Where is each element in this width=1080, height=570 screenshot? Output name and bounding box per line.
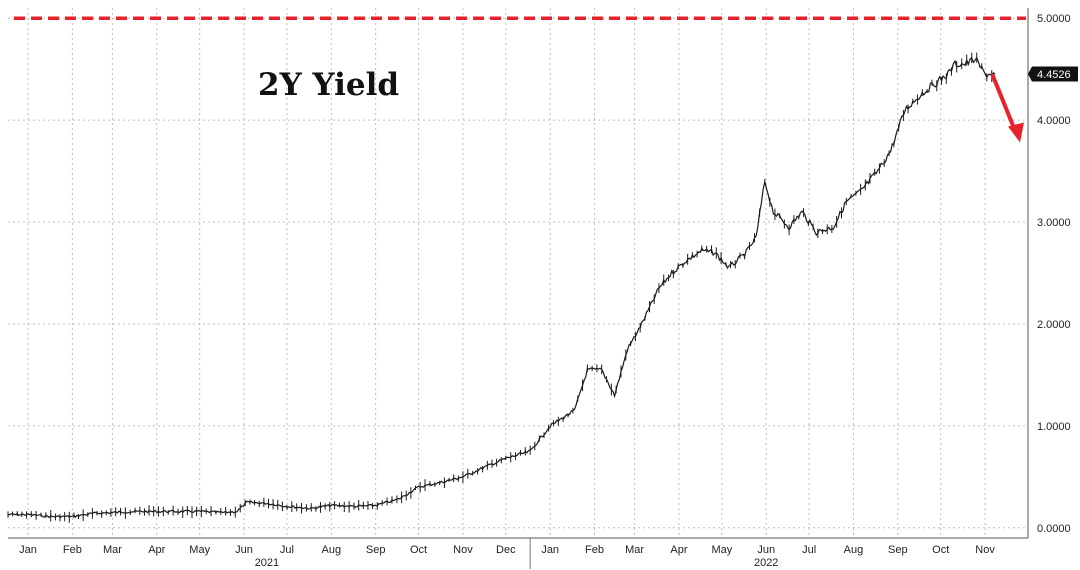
- red-arrow-annotation: [990, 73, 1024, 143]
- y-tick-label: 3.0000: [1037, 217, 1071, 229]
- x-tick-label: Oct: [932, 544, 949, 556]
- yield-series-line: [7, 56, 996, 519]
- x-tick-label: Oct: [410, 544, 427, 556]
- arrow-head: [1007, 122, 1024, 143]
- x-tick-label: Jul: [280, 544, 294, 556]
- x-tick-label: Apr: [148, 544, 165, 556]
- series-group: [7, 52, 996, 523]
- y-tick-label: 4.0000: [1037, 115, 1071, 127]
- x-tick-label: Aug: [322, 544, 342, 556]
- last-value-label: 4.4526: [1037, 69, 1071, 81]
- x-tick-label: Nov: [975, 544, 995, 556]
- y-tick-label: 0.0000: [1037, 523, 1071, 535]
- x-tick-label: Feb: [63, 544, 82, 556]
- x-tick-label: May: [711, 544, 732, 556]
- year-label: 2021: [255, 557, 279, 569]
- x-tick-label: Mar: [103, 544, 122, 556]
- y-tick-label: 1.0000: [1037, 421, 1071, 433]
- x-tick-label: Sep: [366, 544, 386, 556]
- chart-title: 2Y Yield: [258, 67, 399, 103]
- x-tick-label: Apr: [670, 544, 687, 556]
- x-tick-label: Jul: [802, 544, 816, 556]
- x-tick-label: Feb: [585, 544, 604, 556]
- x-tick-label: Nov: [453, 544, 473, 556]
- last-value-marker: 4.4526: [1028, 66, 1078, 82]
- x-tick-label: Mar: [625, 544, 644, 556]
- x-tick-label: Jun: [757, 544, 775, 556]
- y-tick-label: 5.0000: [1037, 13, 1071, 25]
- axes-group: 0.0000 1.0000 2.0000 3.0000 4.0000 5.0000 Jan F…: [8, 8, 1071, 569]
- last-value-box: [1028, 66, 1078, 82]
- x-tick-label: Jan: [541, 544, 559, 556]
- y-tick-label: 2.0000: [1037, 319, 1071, 331]
- x-tick-label: Dec: [496, 544, 516, 556]
- x-tick-label: May: [189, 544, 210, 556]
- year-label: 2022: [754, 557, 778, 569]
- x-tick-label: Jun: [235, 544, 253, 556]
- x-tick-label: Aug: [844, 544, 864, 556]
- x-tick-label: Sep: [888, 544, 908, 556]
- x-tick-label: Jan: [19, 544, 37, 556]
- arrow-shaft: [990, 73, 1017, 132]
